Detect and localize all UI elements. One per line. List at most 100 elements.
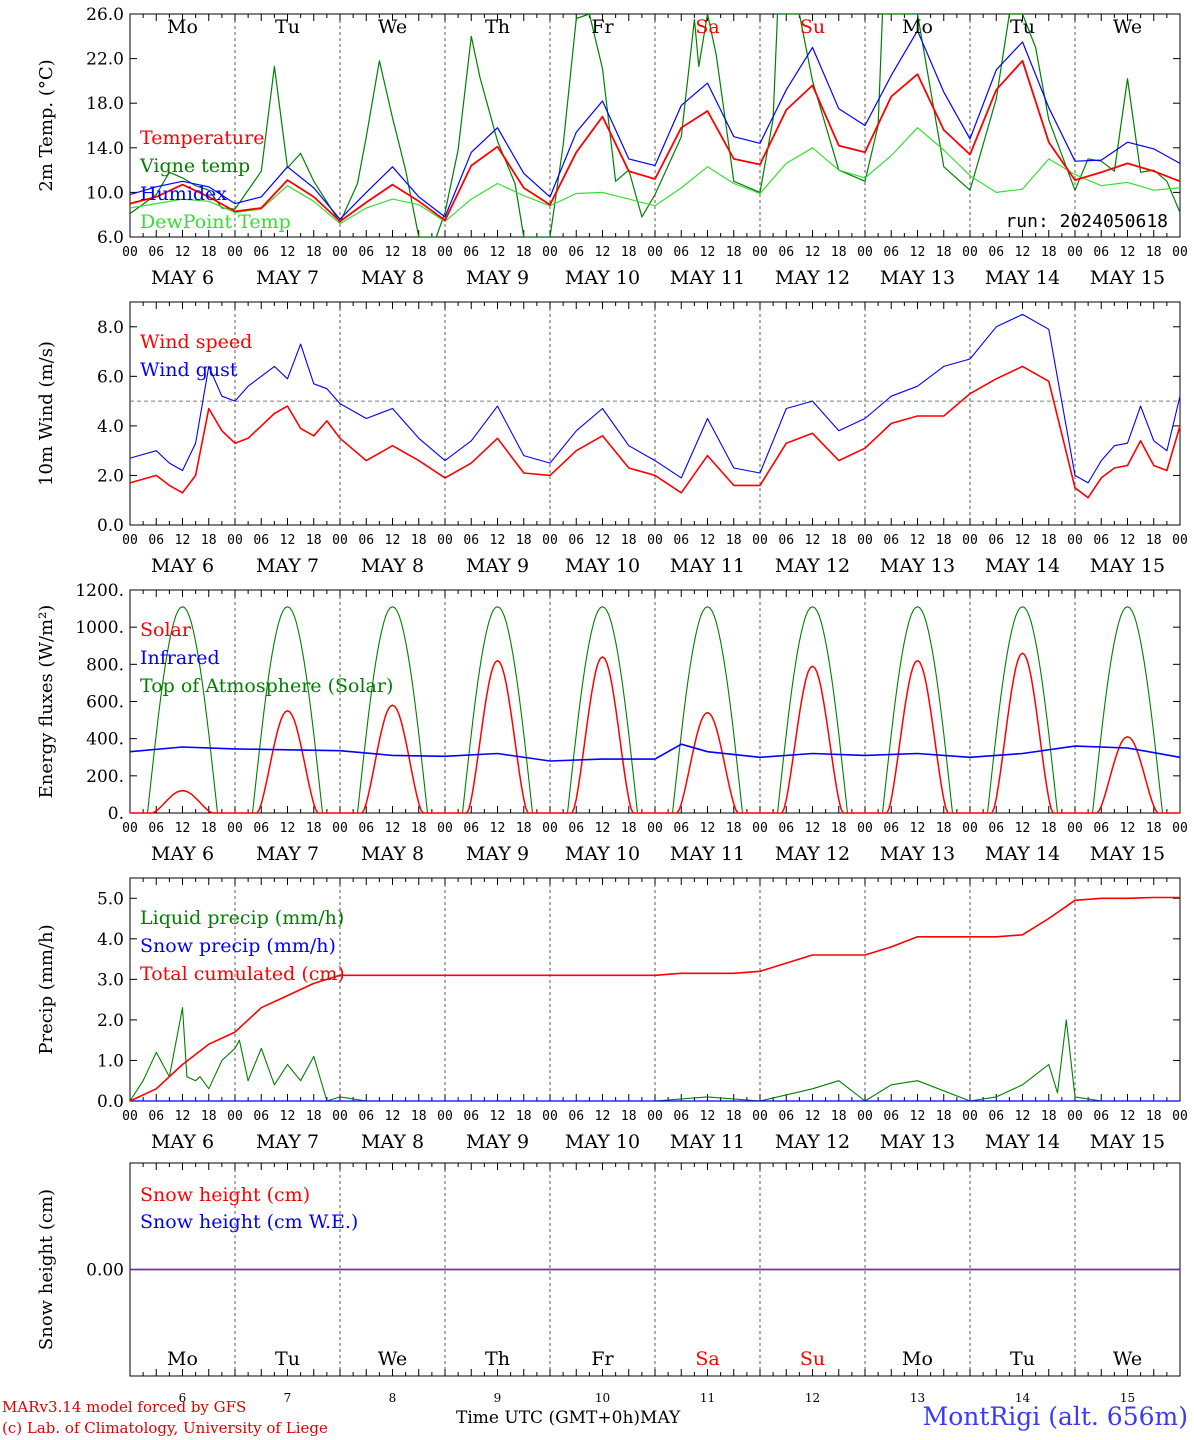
hour-tick-label: 00 [647, 821, 663, 836]
y-axis-label: Energy fluxes (W/m²) [36, 605, 57, 799]
hour-tick-label: 12 [175, 245, 191, 260]
hour-tick-label: 12 [1015, 1109, 1031, 1124]
hour-tick-label: 06 [148, 1109, 164, 1124]
hour-tick-label: 00 [122, 533, 138, 548]
hour-tick-label: 00 [1067, 533, 1083, 548]
hour-tick-label: 12 [175, 1109, 191, 1124]
day-label: MAY 8 [361, 555, 424, 577]
hour-tick-label: 12 [595, 1109, 611, 1124]
temperature-series-line [130, 59, 1180, 223]
hour-tick-label: 00 [752, 245, 768, 260]
y-tick-label: 800. [86, 655, 124, 675]
y-tick-label: 400. [86, 730, 124, 750]
hour-tick-label: 12 [1120, 533, 1136, 548]
day-label: MAY 8 [361, 1131, 424, 1153]
hour-tick-label: 06 [778, 245, 794, 260]
hour-tick-label: 00 [962, 1109, 978, 1124]
weekday-label: Tu [1010, 16, 1035, 38]
hour-tick-label: 18 [936, 533, 952, 548]
hour-tick-label: 00 [752, 821, 768, 836]
hour-tick-label: 18 [516, 821, 532, 836]
hour-tick-label: 06 [358, 821, 374, 836]
day-label: MAY 14 [985, 843, 1060, 865]
hour-tick-label: 12 [385, 533, 401, 548]
energy-border [129, 589, 1181, 814]
x-axis-time-label: Time UTC (GMT+0h) [456, 1408, 641, 1428]
wind-series-line [129, 313, 1181, 484]
hour-tick-label: 00 [1067, 245, 1083, 260]
hour-tick-label: 18 [1146, 821, 1162, 836]
hour-tick-label: 06 [253, 533, 269, 548]
hour-tick-label: 12 [1015, 821, 1031, 836]
hour-tick-label: 12 [490, 821, 506, 836]
y-tick-label: 4.0 [97, 417, 124, 437]
bottom-day-number: 7 [284, 1391, 292, 1405]
hour-tick-label: 18 [726, 1109, 742, 1124]
temperature-series-line [130, 14, 1180, 237]
bottom-day-number: 9 [494, 1391, 502, 1405]
hour-tick-label: 12 [1120, 245, 1136, 260]
hour-tick-label: 06 [883, 533, 899, 548]
hour-tick-label: 18 [621, 1109, 637, 1124]
y-tick-label: 2.0 [97, 1011, 124, 1031]
hour-tick-label: 12 [910, 533, 926, 548]
energy-legend-entry: Top of Atmosphere (Solar) [140, 675, 393, 697]
hour-tick-label: 12 [1015, 533, 1031, 548]
day-label: MAY 9 [466, 555, 529, 577]
hour-tick-label: 00 [1172, 533, 1188, 548]
hour-tick-label: 06 [1093, 245, 1109, 260]
precip-legend-entry: Snow precip (mm/h) [140, 935, 336, 957]
weekday-label: Mo [167, 1348, 198, 1370]
hour-tick-label: 12 [385, 245, 401, 260]
day-label: MAY 11 [670, 1131, 745, 1153]
hour-tick-label: 12 [700, 245, 716, 260]
hour-tick-label: 06 [673, 1109, 689, 1124]
weekday-label: Th [485, 16, 510, 38]
hour-tick-label: 12 [385, 821, 401, 836]
hour-tick-label: 06 [778, 821, 794, 836]
wind-border [129, 301, 1181, 526]
hour-tick-label: 00 [122, 1109, 138, 1124]
hour-tick-label: 06 [883, 245, 899, 260]
hour-tick-label: 12 [280, 1109, 296, 1124]
hour-tick-label: 12 [595, 533, 611, 548]
hour-tick-label: 18 [1146, 1109, 1162, 1124]
energy-legend-entry: Infrared [140, 647, 220, 669]
energy-frame [129, 589, 1181, 814]
y-tick-label: 10.0 [86, 183, 124, 203]
hour-tick-label: 00 [227, 1109, 243, 1124]
hour-tick-label: 18 [831, 533, 847, 548]
day-label: MAY 9 [466, 267, 529, 289]
hour-tick-label: 00 [332, 245, 348, 260]
hour-tick-label: 06 [988, 533, 1004, 548]
day-label: MAY 7 [256, 843, 319, 865]
hour-tick-label: 12 [700, 821, 716, 836]
temperature-legend-entry: Vigne temp [139, 155, 250, 177]
bottom-day-number: 8 [389, 1391, 397, 1405]
hour-tick-label: 06 [148, 245, 164, 260]
hour-tick-label: 00 [542, 245, 558, 260]
hour-tick-label: 18 [621, 245, 637, 260]
bottom-day-number: 11 [700, 1391, 715, 1405]
hour-tick-label: 00 [647, 1109, 663, 1124]
hour-tick-label: 18 [1146, 533, 1162, 548]
weekday-label: We [1113, 16, 1142, 38]
hour-tick-label: 12 [490, 533, 506, 548]
hour-tick-label: 00 [542, 533, 558, 548]
x-axis-month-label: MAY [640, 1408, 681, 1428]
y-tick-label: 1000. [75, 618, 124, 638]
hour-tick-label: 12 [1015, 245, 1031, 260]
day-label: MAY 13 [880, 555, 955, 577]
temperature-border [129, 13, 1181, 238]
hour-tick-label: 00 [122, 821, 138, 836]
hour-tick-label: 12 [175, 533, 191, 548]
hour-tick-label: 18 [516, 245, 532, 260]
day-label: MAY 15 [1090, 1131, 1165, 1153]
hour-tick-label: 00 [437, 245, 453, 260]
hour-tick-label: 00 [332, 533, 348, 548]
y-tick-label: 8.0 [97, 318, 124, 338]
hour-tick-label: 00 [542, 821, 558, 836]
bottom-day-number: 12 [805, 1391, 820, 1405]
hour-tick-label: 00 [1067, 1109, 1083, 1124]
hour-tick-label: 00 [857, 821, 873, 836]
